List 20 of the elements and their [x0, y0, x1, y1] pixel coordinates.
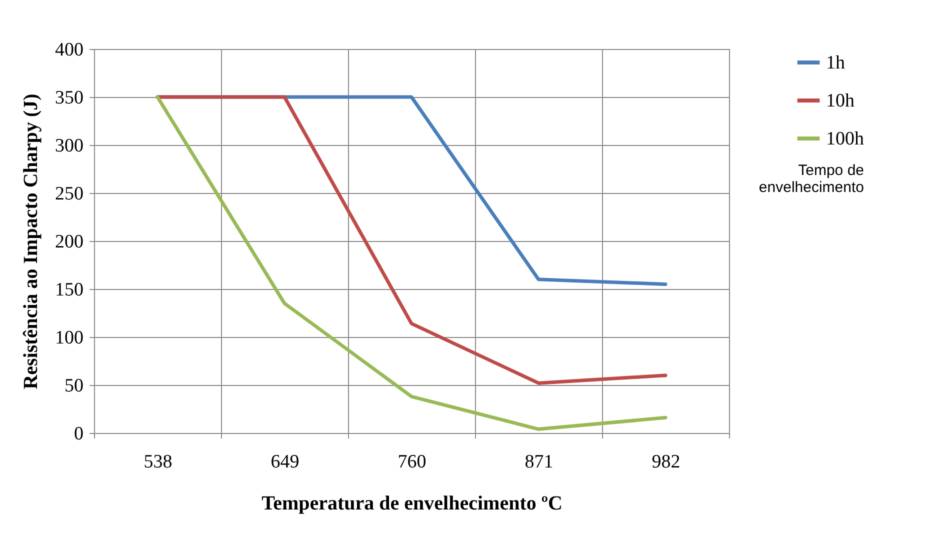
y-tick-label: 50 [64, 376, 84, 396]
y-tick-label: 250 [55, 184, 84, 204]
x-tick-label: 538 [144, 452, 172, 472]
x-tick-label: 760 [398, 452, 426, 472]
y-tick-label: 200 [55, 232, 84, 252]
legend-label: 1h [826, 52, 846, 74]
x-axis-title: Temperatura de envelhecimento ºC [262, 492, 562, 514]
y-axis-title: Resistência ao Impacto Charpy (J) [20, 94, 42, 390]
y-tick-label: 300 [55, 136, 84, 156]
x-tick-label: 871 [524, 452, 554, 472]
y-tick-label: 150 [55, 280, 84, 300]
x-tick-label: 982 [652, 452, 680, 472]
legend-label: 100h [826, 128, 864, 150]
legend-title: Tempo de envelhecimento [758, 162, 864, 196]
y-tick-label: 100 [55, 328, 84, 348]
legend-label: 10h [826, 90, 855, 112]
x-tick-label: 649 [270, 452, 300, 472]
y-tick-label: 400 [55, 40, 84, 60]
y-tick-label: 350 [55, 88, 84, 108]
y-tick-label: 0 [74, 424, 84, 444]
